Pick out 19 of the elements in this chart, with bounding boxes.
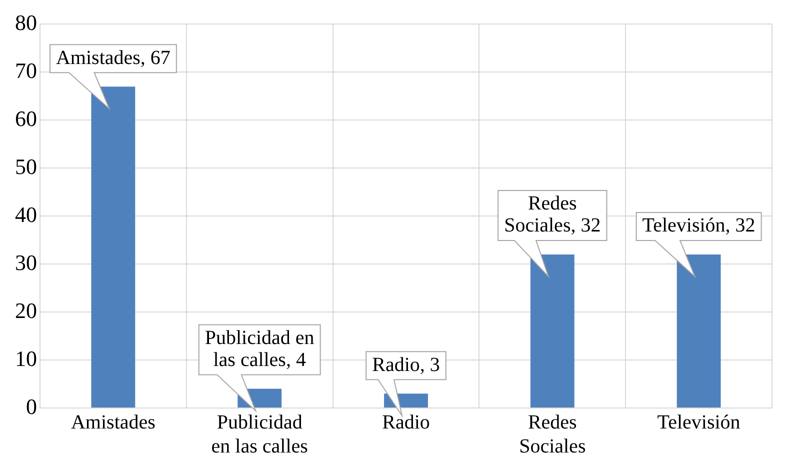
y-tick-label: 20 — [15, 298, 37, 323]
y-tick-label: 30 — [15, 250, 37, 275]
data-label: Publicidad en las calles, 4 — [204, 327, 314, 372]
x-tick-label: Radio — [382, 411, 430, 434]
x-tick-label: Redes Sociales — [519, 411, 586, 458]
data-label: Redes Sociales, 32 — [504, 192, 601, 237]
x-tick-label: Televisión — [657, 411, 740, 434]
x-tick-label: Amistades — [70, 411, 156, 434]
y-tick-label: 60 — [15, 106, 37, 131]
y-tick-label: 80 — [15, 10, 37, 35]
data-label: Amistades, 67 — [56, 46, 170, 69]
data-label: Radio, 3 — [372, 354, 440, 376]
y-tick-label: 50 — [15, 154, 37, 179]
y-tick-label: 70 — [15, 58, 37, 83]
y-tick-label: 10 — [15, 346, 37, 371]
x-tick-label: Publicidad en las calles — [211, 411, 308, 458]
y-tick-label: 0 — [26, 394, 37, 419]
data-label: Televisión, 32 — [642, 214, 756, 237]
y-tick-label: 40 — [15, 202, 37, 227]
